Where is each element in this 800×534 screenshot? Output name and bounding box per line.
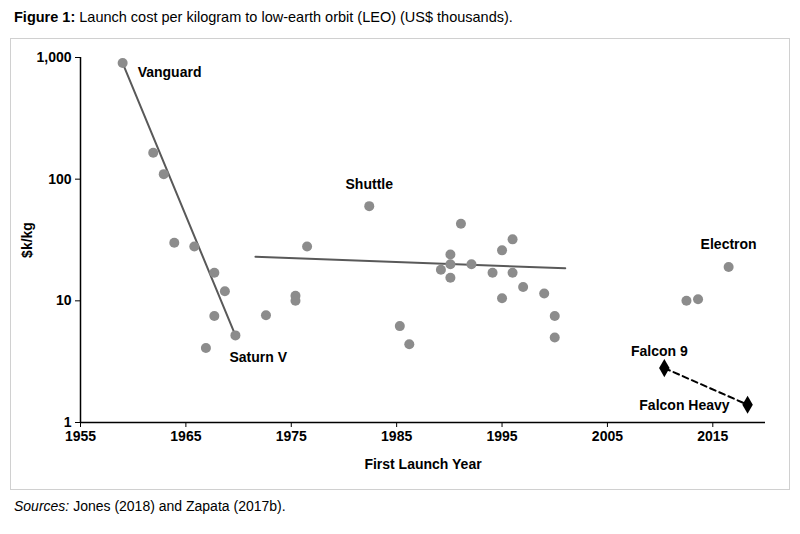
svg-text:1975: 1975	[276, 428, 307, 444]
svg-text:Falcon Heavy: Falcon Heavy	[639, 397, 729, 413]
svg-text:2005: 2005	[592, 428, 623, 444]
html-text:Figure 1: Launch cost per kilo: Figure 1: Launch cost per kilogram to lo…	[14, 9, 513, 25]
svg-text:1995: 1995	[486, 428, 517, 444]
svg-text:1: 1	[64, 414, 72, 430]
svg-text:2015: 2015	[697, 428, 728, 444]
svg-text:1965: 1965	[170, 428, 201, 444]
svg-text:$k/kg: $k/kg	[19, 222, 35, 258]
svg-text:Shuttle: Shuttle	[346, 176, 394, 192]
svg-text:1,000: 1,000	[36, 49, 71, 65]
svg-text:1985: 1985	[381, 428, 412, 444]
svg-text:First Launch Year: First Launch Year	[364, 456, 482, 472]
svg-text:1955: 1955	[65, 428, 96, 444]
svg-text:100: 100	[48, 171, 72, 187]
svg-text:10: 10	[56, 292, 72, 308]
svg-text:Saturn V: Saturn V	[229, 349, 287, 365]
svg-text:Falcon 9: Falcon 9	[631, 343, 688, 359]
html-text:Sources: Jones (2018) and Zapa: Sources: Jones (2018) and Zapata (2017b)…	[14, 498, 286, 514]
svg-text:Vanguard: Vanguard	[138, 64, 202, 80]
svg-text:Electron: Electron	[701, 236, 757, 252]
